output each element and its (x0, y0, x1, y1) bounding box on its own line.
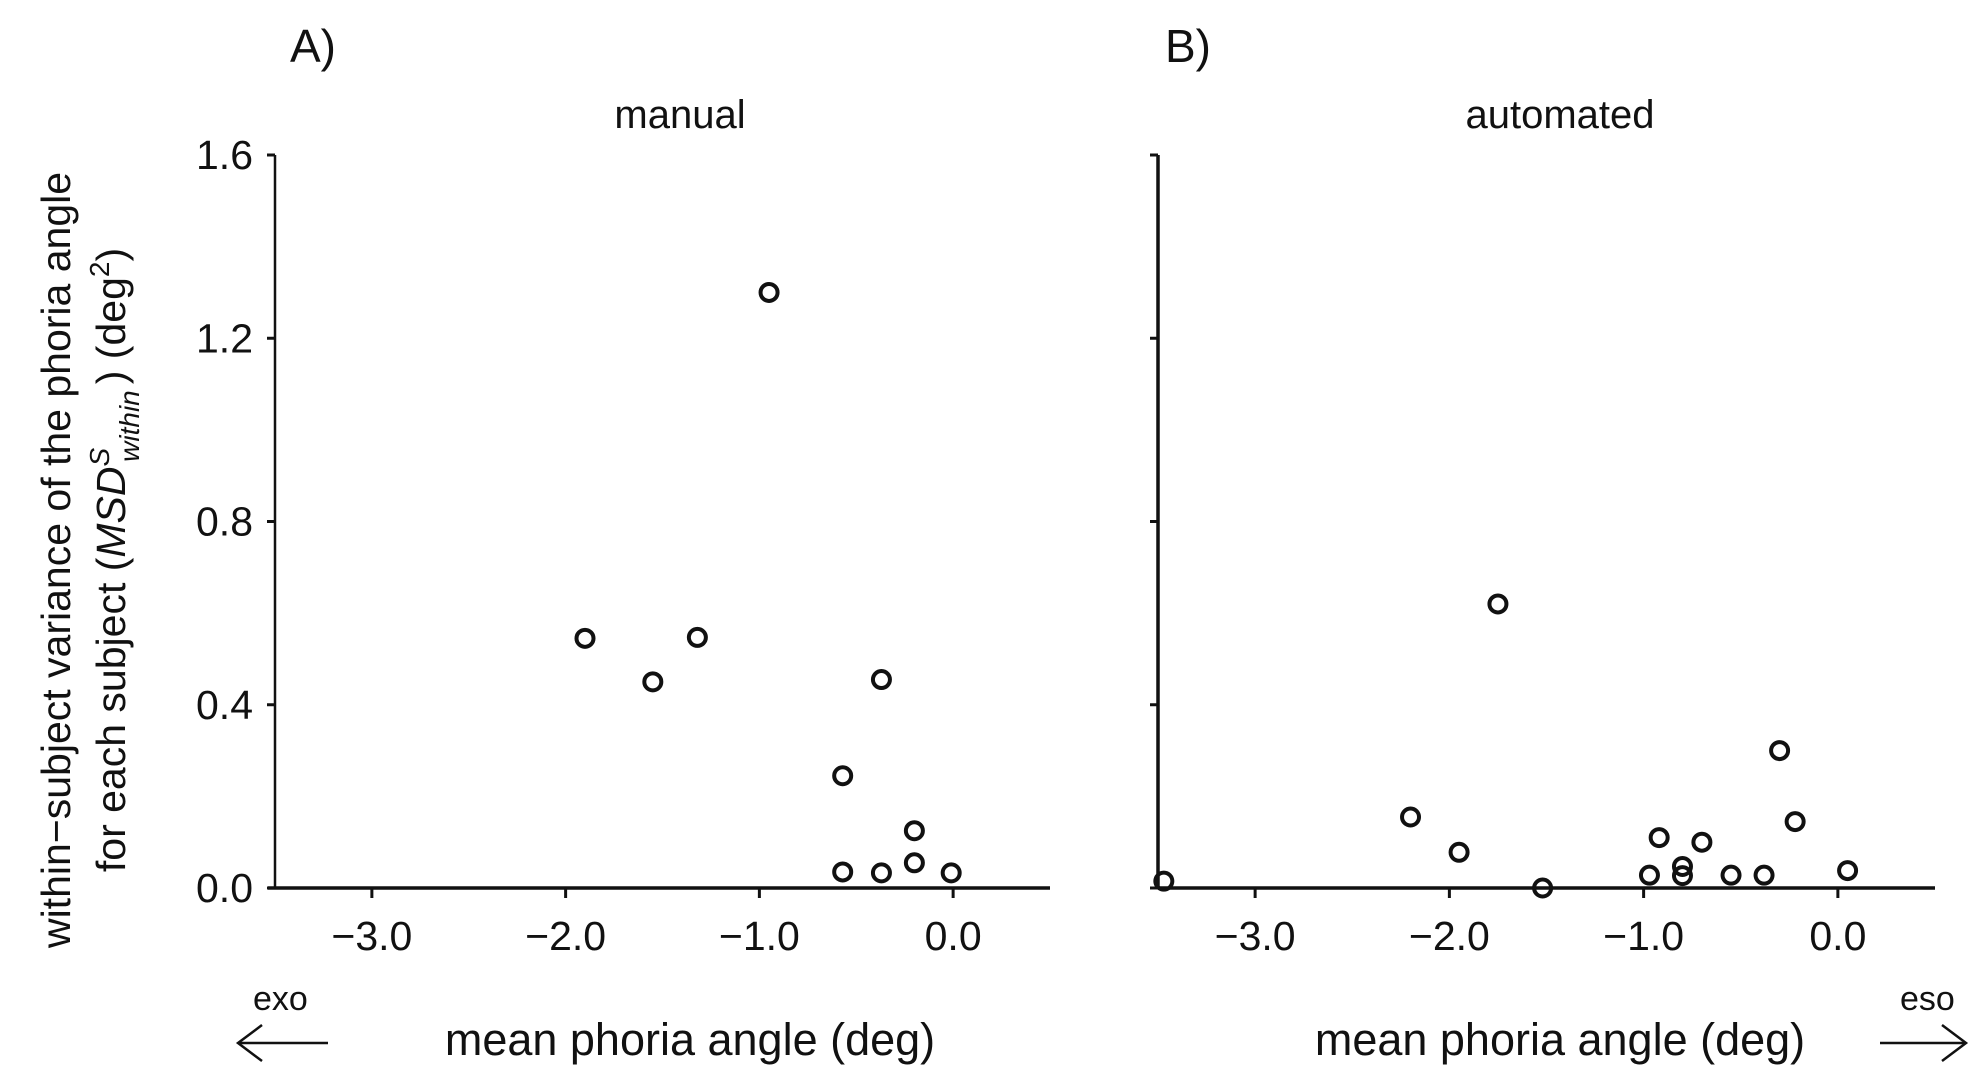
data-point (1487, 593, 1509, 615)
axes-automated: −3.0 −2.0 −1.0 0.0 (1150, 153, 1935, 959)
data-point (903, 820, 925, 842)
x-tick-label: 0.0 (1809, 913, 1866, 959)
points-manual (574, 281, 962, 884)
x-tick-label: −3.0 (1215, 913, 1296, 959)
exo-arrow-head (235, 1024, 263, 1062)
y-axis-label-suffix: ) (deg (88, 277, 134, 384)
data-point (1671, 865, 1693, 887)
y-axis-label-prefix: for each subject ( (88, 557, 134, 872)
data-point (1691, 831, 1713, 853)
panel-letter-a: A) (290, 20, 336, 72)
y-tick-label: 1.2 (196, 315, 253, 361)
y-axis-label-superscript: S (84, 448, 115, 467)
data-point (1784, 811, 1806, 833)
data-point (1648, 827, 1670, 849)
data-point (1638, 864, 1660, 886)
x-tick-label: −3.0 (331, 913, 412, 959)
y-axis-label-line1: within−subject variance of the phoria an… (33, 172, 79, 949)
y-tick-label: 0.4 (196, 682, 253, 728)
eso-arrow-head (1941, 1024, 1969, 1062)
y-tick-label: 0.8 (196, 499, 253, 545)
data-point (1753, 864, 1775, 886)
data-point (1769, 740, 1791, 762)
eso-direction: eso (1880, 980, 1969, 1062)
points-automated (1153, 593, 1859, 899)
y-axis-label-subscript: within (114, 390, 145, 462)
x-tick-label: −1.0 (719, 913, 800, 959)
data-point (870, 669, 892, 691)
data-point (1837, 860, 1859, 882)
data-point (903, 852, 925, 874)
panel-letter-b: B) (1165, 20, 1211, 72)
x-tick-label: −1.0 (1603, 913, 1684, 959)
x-axis-label-manual: mean phoria angle (deg) (445, 1014, 935, 1065)
panel-manual: A) manual 0.00.40.81.21.6−3.0 −2.0 −1.0 0.0… (196, 20, 1050, 1065)
panel-automated: B) automated −3.0 −2.0 −1.0 0.0 mean phoria… (1150, 20, 1935, 1065)
y-tick-label: 1.6 (196, 132, 253, 178)
data-point (574, 627, 596, 649)
data-point (1720, 864, 1742, 886)
data-point (870, 862, 892, 884)
x-tick-label: −2.0 (1409, 913, 1490, 959)
data-point (1153, 870, 1175, 892)
eso-label: eso (1900, 980, 1955, 1018)
data-point (1671, 855, 1693, 877)
data-point (758, 281, 780, 303)
y-axis-label-line2: for each subject (MSDSwithin ) (deg2) (84, 248, 145, 872)
data-point (940, 862, 962, 884)
x-axis-label-automated: mean phoria angle (deg) (1315, 1014, 1805, 1065)
data-point (832, 861, 854, 883)
data-point (1448, 841, 1470, 863)
y-tick-label: 0.0 (196, 865, 253, 911)
exo-label: exo (253, 980, 308, 1018)
axes-manual: 0.0 0.4 0.8 1.2 1.6 −3.0 −2.0 −1.0 0.0 (196, 132, 1050, 959)
x-tick-label: 0.0 (925, 913, 982, 959)
data-point (1400, 806, 1422, 828)
exo-direction: exo (235, 980, 328, 1062)
data-point (642, 671, 664, 693)
y-axis-label-close: ) (88, 248, 134, 262)
data-point (686, 626, 708, 648)
y-axis-label-unit-power: 2 (84, 262, 115, 278)
y-axis-label-symbol: MSD (88, 467, 134, 558)
panel-title-manual: manual (614, 93, 745, 137)
y-axis-label: within−subject variance of the phoria an… (33, 172, 145, 949)
x-tick-label: −2.0 (525, 913, 606, 959)
data-point (832, 765, 854, 787)
panel-title-automated: automated (1465, 93, 1654, 137)
data-point (1532, 877, 1554, 899)
